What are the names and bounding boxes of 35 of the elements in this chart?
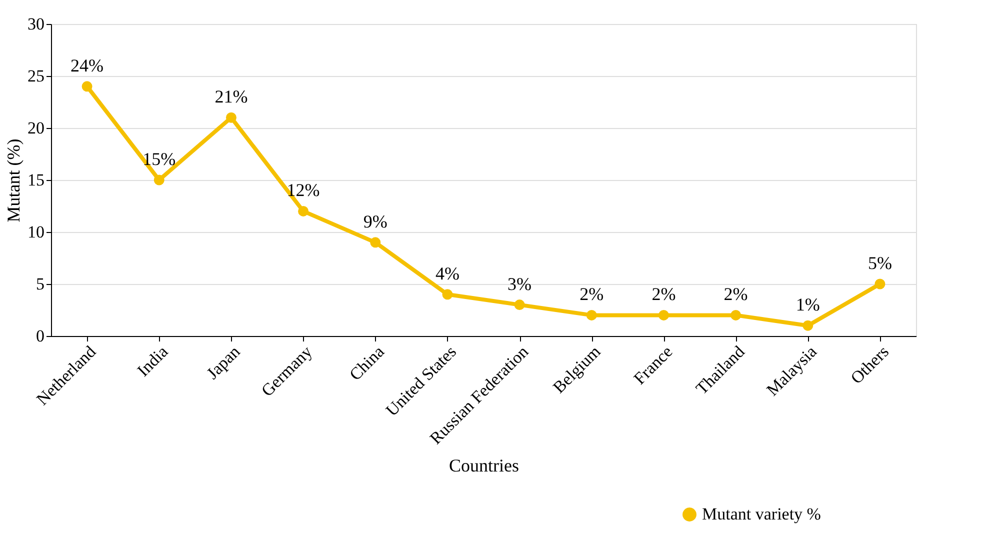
point	[514, 300, 525, 310]
point	[586, 310, 597, 320]
data-label: 2%	[652, 284, 676, 304]
data-label: 2%	[580, 284, 604, 304]
y-tick-label: 20	[28, 118, 44, 138]
point	[874, 278, 886, 290]
data-label: 21%	[214, 86, 248, 107]
point	[442, 289, 453, 300]
y-tick-label: 25	[28, 66, 44, 86]
y-tick-label: 30	[28, 14, 44, 34]
legend-label: Mutant variety %	[702, 504, 821, 524]
point	[226, 112, 236, 123]
data-label: 15%	[142, 149, 176, 169]
data-label: 9%	[363, 211, 388, 232]
point	[658, 310, 669, 320]
data-label: 12%	[286, 180, 320, 200]
point	[82, 81, 92, 92]
data-label: 4%	[435, 263, 460, 284]
point	[154, 174, 164, 186]
y-tick-label: 10	[28, 222, 44, 242]
point	[730, 310, 742, 320]
y-tick-label: 15	[28, 170, 44, 190]
y-tick-label: 5	[36, 274, 44, 294]
point	[370, 237, 381, 248]
data-label: 3%	[508, 274, 532, 294]
point	[298, 206, 309, 216]
y-axis-title: Mutant (%)	[4, 138, 24, 222]
point	[802, 320, 814, 331]
data-label: 1%	[796, 294, 820, 315]
data-label: 2%	[724, 284, 748, 304]
data-label: 5%	[868, 253, 892, 273]
x-axis-title: Countries	[449, 455, 519, 476]
data-label: 24%	[70, 55, 104, 76]
x-tick-label: India	[134, 342, 172, 380]
y-tick-label: 0	[36, 326, 44, 346]
